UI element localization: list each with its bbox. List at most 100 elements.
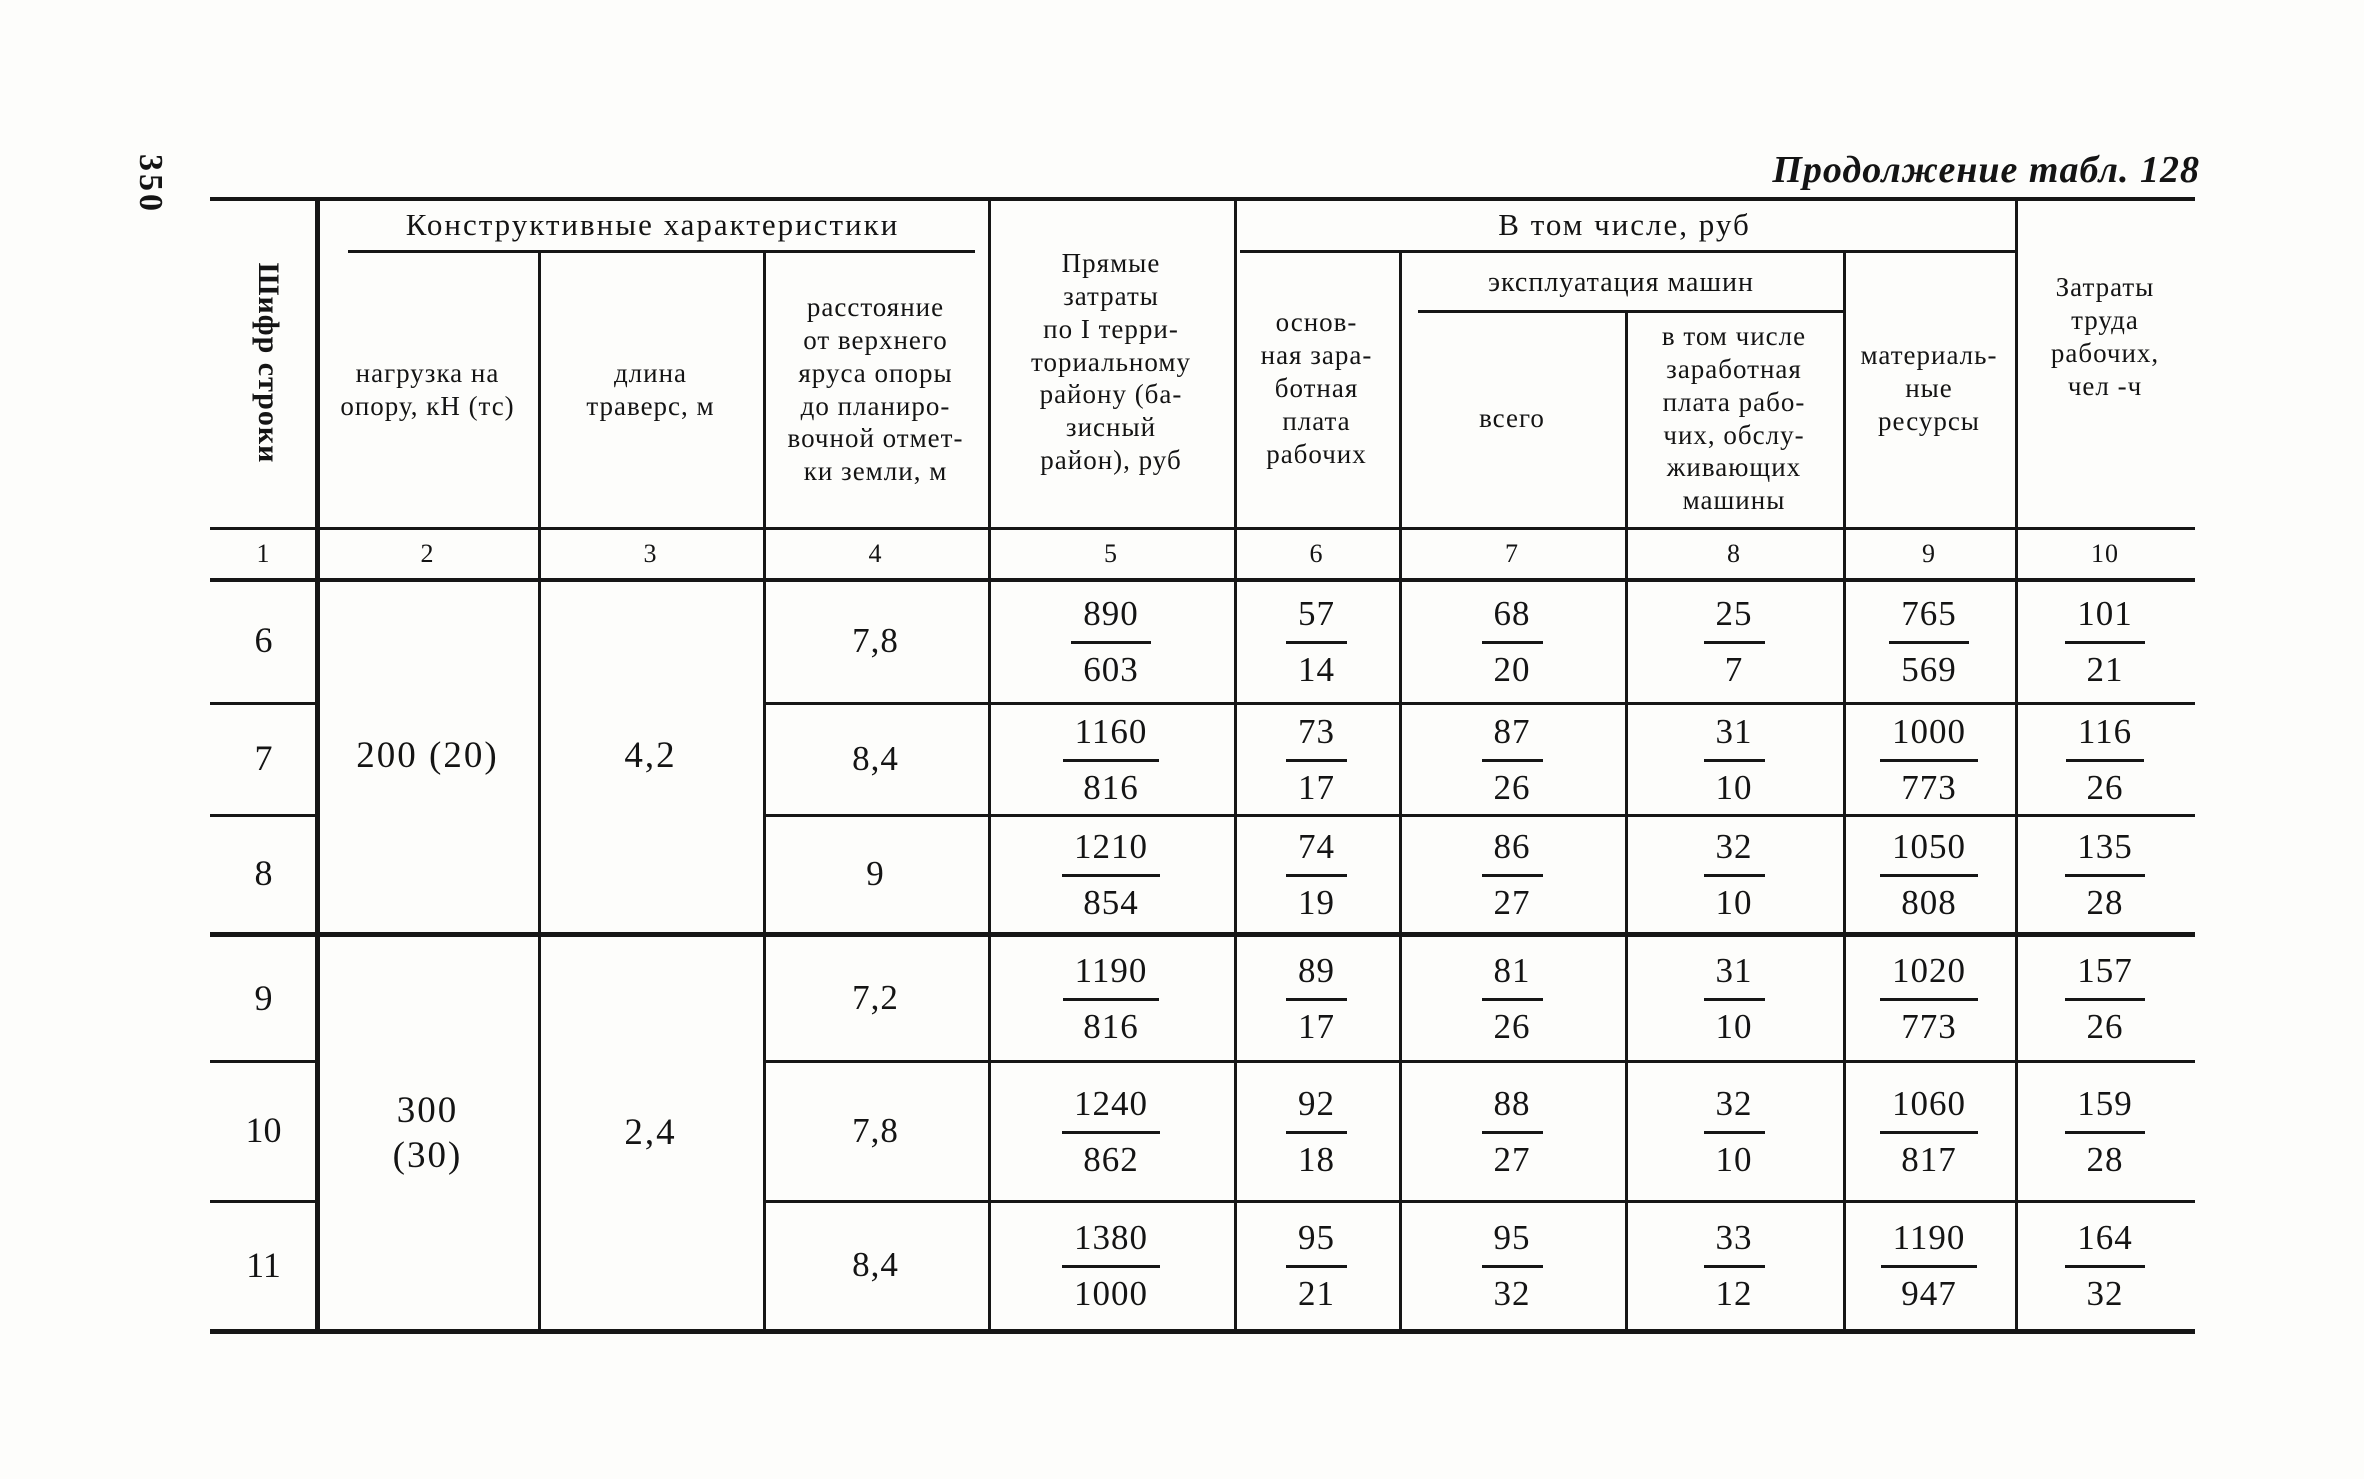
header-including-group: В том числе, руб	[1498, 207, 1751, 243]
cell-r7-material: 1000 773	[1843, 704, 2015, 814]
cell-r8-machines-wages: 32 10	[1625, 816, 1843, 932]
header-material-resources: материаль- ные ресурсы	[1860, 340, 1998, 436]
column-number-7: 7	[1505, 538, 1519, 568]
group1-load: 200 (20)	[356, 735, 499, 777]
header-labor-costs: Затраты труда рабочих, чел -ч	[2050, 272, 2160, 401]
cell-r6-direct-costs: 890 603	[988, 580, 1234, 702]
cell-r6-labor: 101 21	[2015, 580, 2195, 702]
cell-r8-basic-wages: 74 19	[1234, 816, 1399, 932]
cell-r7-basic-wages: 73 17	[1234, 704, 1399, 814]
column-number-6: 6	[1309, 538, 1324, 568]
col-divider-8-9	[1843, 250, 1846, 1334]
col-divider-9-10	[2015, 197, 2018, 1334]
constructive-group-underline	[348, 250, 975, 253]
cell-r6-machines-wages: 25 7	[1625, 580, 1843, 702]
row-code-7: 7	[254, 738, 273, 779]
cell-r10-machines-wages: 32 10	[1625, 1062, 1843, 1200]
cell-r6-basic-wages: 57 14	[1234, 580, 1399, 702]
table-continuation-caption: Продолжение табл. 128	[1772, 149, 2200, 191]
cell-r6-machines-total: 68 20	[1399, 580, 1625, 702]
row-separator	[763, 1200, 2195, 1203]
cell-r8-direct-costs: 1210 854	[988, 816, 1234, 932]
cell-r10-material: 1060 817	[1843, 1062, 2015, 1200]
group-separator	[210, 932, 2195, 937]
cell-r11-machines-total: 95 32	[1399, 1202, 1625, 1329]
cell-r10-machines-total: 88 27	[1399, 1062, 1625, 1200]
cell-r11-material: 1190 947	[1843, 1202, 2015, 1329]
col-divider-7-8	[1625, 310, 1628, 1334]
col-divider-5-6	[1234, 197, 1237, 1334]
header-constructive-group: Конструктивные характеристики	[405, 207, 900, 243]
machines-group-underline	[1418, 310, 1844, 313]
cell-r9-machines-total: 81 26	[1399, 937, 1625, 1060]
row-separator	[210, 814, 317, 817]
column-number-1: 1	[256, 538, 271, 568]
col-divider-2-3	[538, 252, 541, 1334]
cell-r9-basic-wages: 89 17	[1234, 937, 1399, 1060]
cell-r8-distance: 9	[866, 853, 885, 893]
cell-r8-labor: 135 28	[2015, 816, 2195, 932]
header-row-code: Шифр строки	[252, 262, 285, 464]
column-number-9: 9	[1922, 538, 1936, 568]
row-separator	[210, 702, 317, 705]
cell-r11-distance: 8,4	[852, 1245, 899, 1285]
cell-r9-labor: 157 26	[2015, 937, 2195, 1060]
cell-r8-material: 1050 808	[1843, 816, 2015, 932]
cell-r11-basic-wages: 95 21	[1234, 1202, 1399, 1329]
cell-r9-distance: 7,2	[852, 978, 899, 1018]
column-number-8: 8	[1727, 538, 1741, 568]
header-traverse-length: длина траверс, м	[586, 357, 715, 421]
cell-r7-labor: 116 26	[2015, 704, 2195, 814]
header-direct-costs: Прямые затраты по I терри- ториальному р…	[1031, 247, 1191, 476]
header-basic-wages: основ- ная зара- ботная плата рабочих	[1260, 307, 1373, 469]
row-separator	[763, 814, 2195, 817]
table-top-border	[210, 197, 2195, 201]
header-machines-group: эксплуатация машин	[1488, 266, 1754, 298]
header-machines-total: всего	[1479, 403, 1545, 434]
row-code-11: 11	[246, 1244, 281, 1285]
group1-traverse-length: 4,2	[624, 735, 677, 777]
column-number-10: 10	[2091, 538, 2119, 568]
cell-r7-direct-costs: 1160 816	[988, 704, 1234, 814]
col-divider-1-2	[315, 197, 320, 1334]
group2-load: 300 (30)	[392, 1089, 463, 1176]
table-bottom-border	[210, 1329, 2195, 1334]
cell-r7-distance: 8,4	[852, 738, 899, 778]
header-distance: расстояние от верхнего яруса опоры до пл…	[787, 291, 964, 487]
group2-traverse-length: 2,4	[624, 1112, 677, 1154]
header-bottom-rule	[210, 527, 2195, 530]
header-load: нагрузка на опору, кН (тс)	[340, 357, 515, 421]
cell-r10-distance: 7,8	[852, 1110, 899, 1150]
col-divider-6-7	[1399, 250, 1402, 1334]
cell-r10-labor: 159 28	[2015, 1062, 2195, 1200]
cell-r10-basic-wages: 92 18	[1234, 1062, 1399, 1200]
row-code-8: 8	[254, 853, 273, 894]
cell-r7-machines-wages: 31 10	[1625, 704, 1843, 814]
including-group-underline	[1240, 250, 2015, 253]
col-divider-3-4	[763, 252, 766, 1334]
cell-r6-distance: 7,8	[852, 620, 899, 660]
page-number: 350	[132, 154, 169, 214]
col-divider-4-5	[988, 197, 991, 1334]
row-code-9: 9	[254, 977, 273, 1018]
column-number-5: 5	[1104, 538, 1118, 568]
cell-r9-direct-costs: 1190 816	[988, 937, 1234, 1060]
row-separator	[210, 1200, 317, 1203]
cell-r9-machines-wages: 31 10	[1625, 937, 1843, 1060]
cell-r6-material: 765 569	[1843, 580, 2015, 702]
cell-r11-labor: 164 32	[2015, 1202, 2195, 1329]
cell-r7-machines-total: 87 26	[1399, 704, 1625, 814]
row-code-6: 6	[254, 620, 273, 661]
column-numbers-bottom-rule	[210, 578, 2195, 582]
row-code-10: 10	[245, 1110, 282, 1151]
column-number-4: 4	[868, 538, 883, 568]
cell-r11-direct-costs: 1380 1000	[988, 1202, 1234, 1329]
header-machines-wages: в том числе заработная плата рабо- чих, …	[1661, 320, 1807, 516]
row-separator	[210, 1060, 317, 1063]
row-separator	[763, 1060, 2195, 1063]
cell-r10-direct-costs: 1240 862	[988, 1062, 1234, 1200]
row-separator	[763, 702, 2195, 705]
cell-r8-machines-total: 86 27	[1399, 816, 1625, 932]
cell-r9-material: 1020 773	[1843, 937, 2015, 1060]
